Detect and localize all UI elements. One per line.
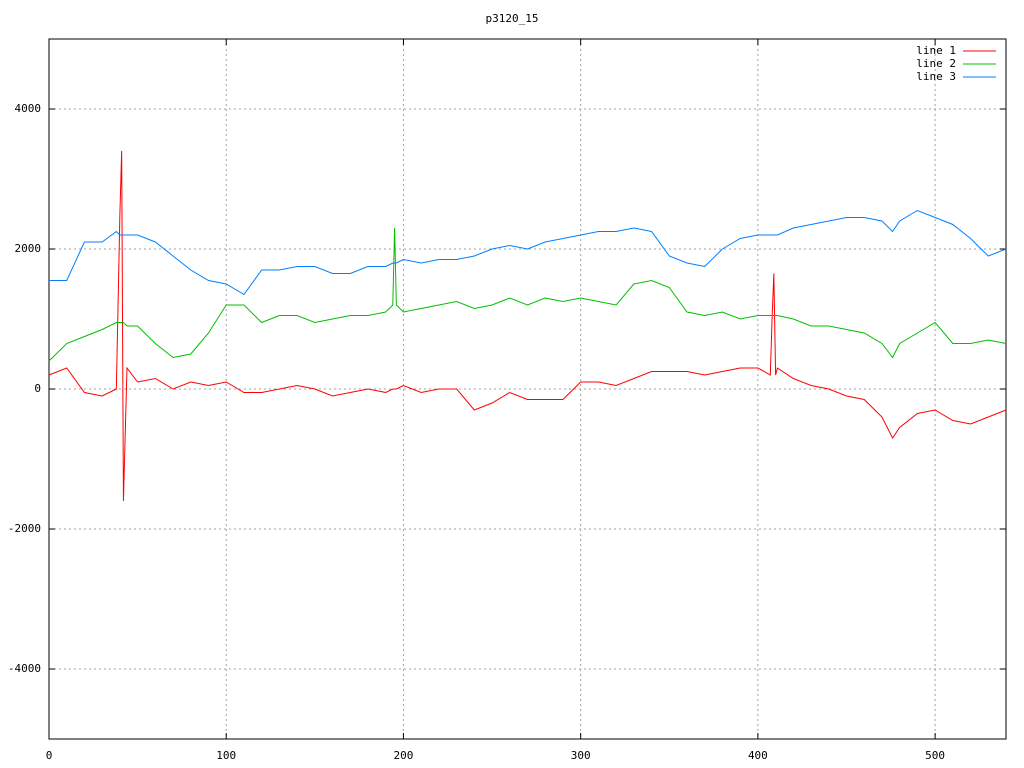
y-tick-label: 2000 [15,242,42,255]
series-line [49,209,1007,296]
x-tick-label: 300 [571,749,591,762]
x-tick-label: 400 [748,749,768,762]
chart-title: p3120_15 [486,12,539,25]
x-tick-label: 0 [46,749,53,762]
x-tick-label: 200 [394,749,414,762]
y-tick-label: -2000 [8,522,41,535]
y-tick-label: 4000 [15,102,42,115]
legend-label: line 3 [916,70,956,83]
x-tick-label: 100 [216,749,236,762]
y-tick-label: 0 [34,382,41,395]
y-tick-label: -4000 [8,662,41,675]
legend-label: line 2 [916,57,956,70]
x-tick-label: 500 [925,749,945,762]
legend-label: line 1 [916,44,956,57]
series-line [48,150,1007,502]
plot-frame [48,38,1007,740]
series-line [48,227,1007,362]
